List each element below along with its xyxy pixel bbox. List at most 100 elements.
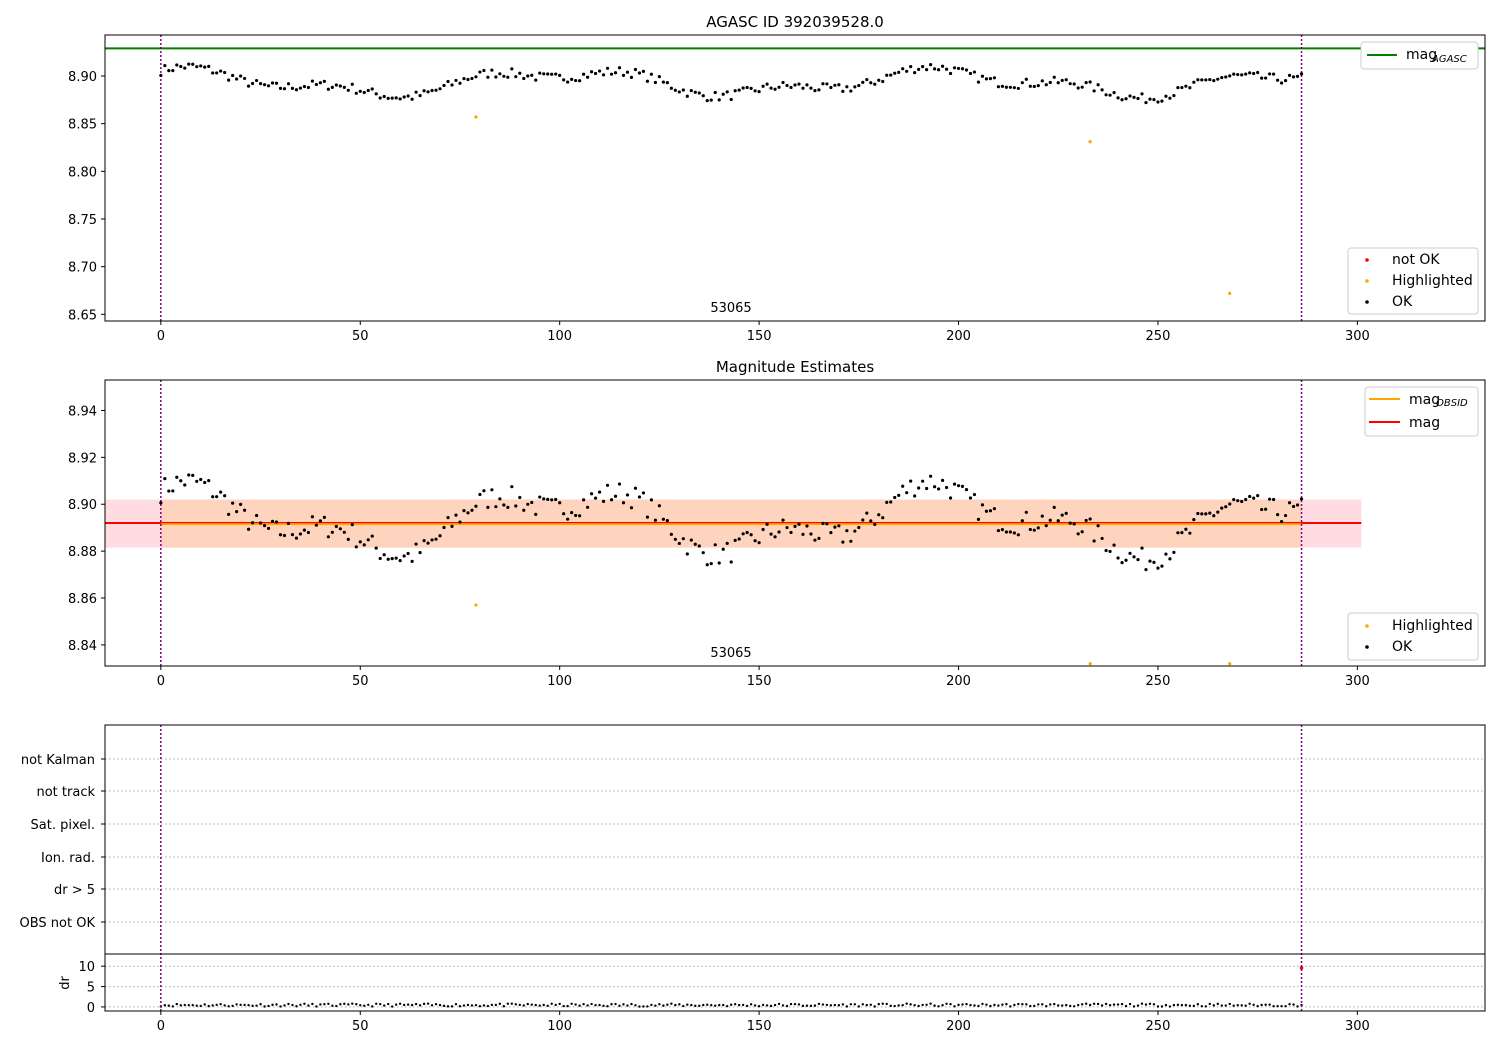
dr-point — [351, 1002, 354, 1005]
ok-point — [382, 553, 386, 557]
ok-point — [597, 490, 602, 494]
dr-point — [1280, 1004, 1283, 1008]
ok-point — [1048, 80, 1052, 85]
ok-point — [530, 73, 534, 77]
ok-point — [956, 66, 961, 71]
ok-point — [215, 495, 219, 499]
ok-point — [901, 484, 905, 488]
ok-point — [342, 85, 346, 90]
ok-point — [1188, 86, 1192, 90]
ok-point — [446, 516, 450, 520]
ok-point — [1104, 93, 1108, 97]
dr-point — [578, 1004, 581, 1007]
ok-point — [486, 505, 490, 509]
ok-point — [318, 81, 322, 85]
ok-point — [1120, 98, 1124, 102]
ok-point — [757, 90, 761, 94]
legend-ok-2: OK — [1392, 639, 1413, 655]
ok-point — [793, 524, 797, 529]
ok-point — [889, 73, 893, 77]
dr-point — [1260, 1003, 1263, 1007]
ok-point — [669, 86, 673, 90]
ok-point — [1180, 531, 1184, 535]
ok-point — [861, 80, 865, 85]
dr-point — [295, 1005, 298, 1008]
dr-point — [658, 1003, 661, 1006]
dr-point — [251, 1004, 254, 1008]
ok-point — [274, 520, 279, 524]
ok-point — [1136, 96, 1140, 101]
ok-point — [334, 524, 338, 529]
dr-point — [430, 1004, 434, 1007]
ok-point — [231, 501, 235, 505]
ok-point — [621, 501, 626, 505]
estimates-panel: Magnitude Estimates 0 50 100 150 200 250 300 8.… — [68, 358, 1486, 689]
dr-outlier-point — [1299, 966, 1304, 970]
ok-point — [1152, 98, 1156, 102]
ok-point — [972, 70, 977, 74]
ok-point — [402, 554, 406, 558]
ok-point — [865, 511, 869, 515]
dr-point — [622, 1003, 625, 1006]
estimates-ticks: 0 50 100 150 200 250 300 8.84 8.86 8.88 8.90 8.92 8.… — [68, 404, 1370, 689]
ok-point — [897, 70, 901, 74]
dr-point — [546, 1004, 549, 1007]
ok-point — [426, 90, 430, 94]
ok-point — [179, 479, 183, 483]
highlighted-point — [1228, 291, 1232, 295]
ok-point — [1224, 505, 1228, 509]
ok-point — [881, 79, 885, 84]
ok-point — [191, 62, 195, 66]
dr-point — [610, 1003, 613, 1006]
ok-point — [1144, 100, 1148, 105]
ok-point — [996, 85, 1001, 89]
dr-point — [1148, 1002, 1152, 1006]
ok-point — [518, 71, 522, 75]
dr-point — [1069, 1004, 1072, 1008]
ok-point — [466, 511, 470, 515]
ok-point — [813, 89, 817, 93]
ok-point — [1132, 95, 1136, 99]
ok-point — [199, 477, 203, 482]
agasc-points — [159, 62, 1304, 295]
ok-point — [1164, 552, 1168, 556]
ok-point — [1136, 558, 1140, 562]
ok-point — [354, 91, 358, 95]
ok-point — [570, 77, 574, 81]
dr-point — [438, 1003, 442, 1007]
ok-point — [1060, 78, 1064, 83]
dr-point — [753, 1004, 757, 1007]
ok-point — [996, 528, 1001, 533]
ok-point — [1052, 75, 1056, 79]
dr-point — [371, 1005, 374, 1008]
ok-point — [741, 532, 745, 536]
ok-point — [1076, 532, 1080, 536]
ok-point — [1168, 557, 1172, 561]
ok-point — [753, 89, 757, 93]
ok-point — [582, 72, 586, 76]
ok-point — [554, 72, 558, 76]
ok-point — [605, 483, 610, 487]
dr-point — [1200, 1004, 1204, 1008]
x-tick-label: 0 — [157, 1019, 165, 1034]
dr-point — [1065, 1003, 1068, 1007]
dr-point — [598, 1003, 601, 1007]
ok-point — [1196, 78, 1200, 82]
ok-point — [410, 97, 414, 101]
ok-point — [298, 532, 303, 536]
ok-point — [450, 524, 454, 528]
dr-point — [319, 1003, 322, 1006]
ok-point — [1260, 76, 1264, 80]
estimates-lines — [105, 380, 1362, 666]
ok-point — [442, 83, 446, 88]
ok-point — [438, 534, 442, 538]
ok-point — [661, 80, 665, 84]
ok-point — [789, 85, 793, 90]
ok-point — [889, 500, 893, 504]
dr-point — [1236, 1003, 1239, 1007]
ok-point — [578, 514, 582, 518]
ok-point — [211, 495, 215, 499]
ok-point — [358, 89, 362, 93]
ok-point — [554, 497, 558, 502]
dr-point — [227, 1005, 230, 1008]
